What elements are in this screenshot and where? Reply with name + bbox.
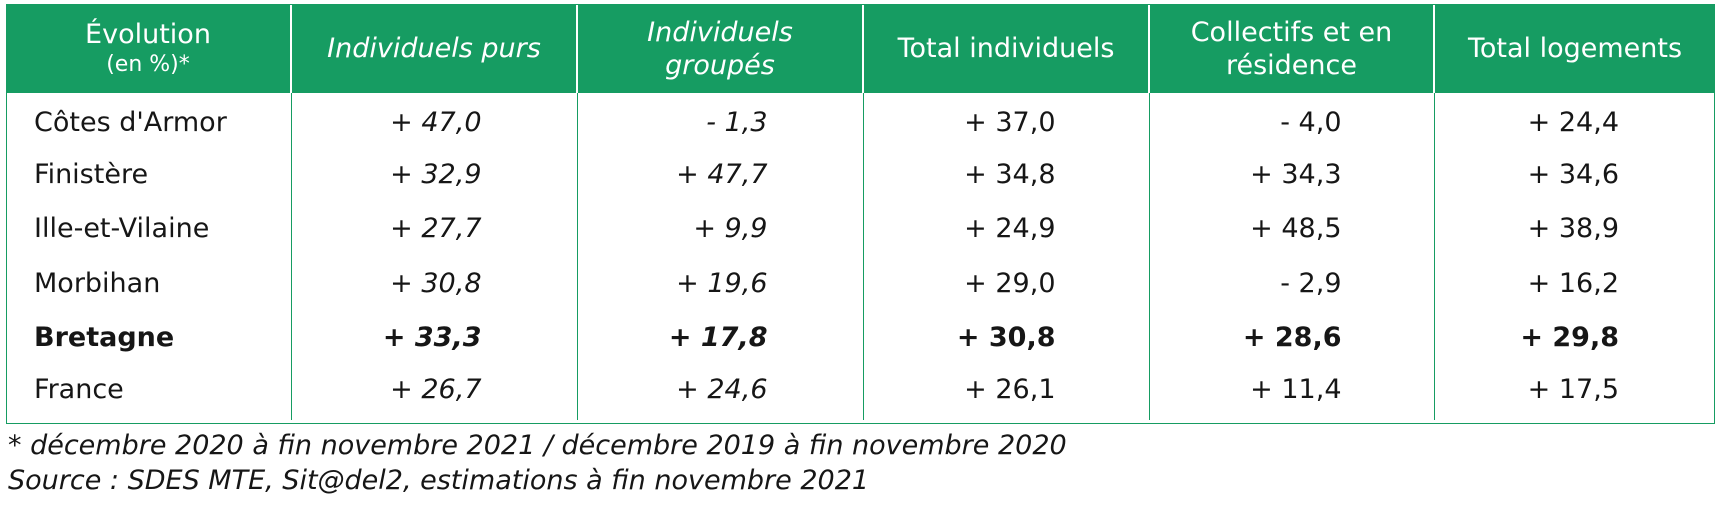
row-label: Ille-et-Vilaine (6, 202, 291, 257)
cell-total-logements: + 29,8 (1434, 311, 1715, 366)
row-label: Morbihan (6, 257, 291, 312)
header-evolution: Évolution (en %)* (6, 4, 291, 93)
cell-collectifs: + 48,5 (1149, 202, 1434, 257)
cell-individuels-groupes: + 9,9 (577, 202, 863, 257)
cell-total-individuels: + 26,1 (863, 366, 1149, 421)
row-label: France (6, 366, 291, 421)
source-note: Source : SDES MTE, Sit@del2, estimations… (8, 463, 1067, 498)
cell-individuels-groupes: + 24,6 (577, 366, 863, 421)
cell-individuels-groupes: + 19,6 (577, 257, 863, 312)
header-total-individuels-label: Total individuels (870, 32, 1142, 65)
table-row: Morbihan + 30,8 + 19,6 + 29,0 - 2,9 + 16… (6, 257, 1715, 312)
cell-collectifs: - 4,0 (1149, 93, 1434, 148)
header-row: Évolution (en %)* Individuels purs Indiv… (6, 4, 1715, 93)
footnote: * décembre 2020 à fin novembre 2021 / dé… (8, 428, 1067, 463)
header-evolution-line-1: Évolution (12, 18, 284, 51)
table-row: Ille-et-Vilaine + 27,7 + 9,9 + 24,9 + 48… (6, 202, 1715, 257)
cell-collectifs: + 28,6 (1149, 311, 1434, 366)
cell-individuels-purs: + 47,0 (291, 93, 577, 148)
header-individuels-purs-label: Individuels purs (298, 32, 570, 65)
table-body: Côtes d'Armor + 47,0 - 1,3 + 37,0 - 4,0 … (6, 93, 1715, 420)
header-individuels-groupes: Individuels groupés (577, 4, 863, 93)
cell-total-logements: + 17,5 (1434, 366, 1715, 421)
header-evolution-line-2: (en %)* (12, 51, 284, 79)
table-row-bretagne: Bretagne + 33,3 + 17,8 + 30,8 + 28,6 + 2… (6, 311, 1715, 366)
cell-total-logements: + 34,6 (1434, 148, 1715, 203)
header-individuels-groupes-line-1: Individuels (584, 16, 856, 49)
table-row: France + 26,7 + 24,6 + 26,1 + 11,4 + 17,… (6, 366, 1715, 421)
cell-total-individuels: + 24,9 (863, 202, 1149, 257)
cell-individuels-purs: + 26,7 (291, 366, 577, 421)
cell-collectifs: + 11,4 (1149, 366, 1434, 421)
row-label: Côtes d'Armor (6, 93, 291, 148)
cell-total-individuels: + 29,0 (863, 257, 1149, 312)
header-total-logements-label: Total logements (1441, 32, 1709, 65)
cell-individuels-groupes: + 17,8 (577, 311, 863, 366)
table-row: Côtes d'Armor + 47,0 - 1,3 + 37,0 - 4,0 … (6, 93, 1715, 148)
header-individuels-purs: Individuels purs (291, 4, 577, 93)
header-collectifs: Collectifs et en résidence (1149, 4, 1434, 93)
cell-individuels-purs: + 33,3 (291, 311, 577, 366)
cell-total-individuels: + 37,0 (863, 93, 1149, 148)
header-individuels-groupes-line-2: groupés (584, 49, 856, 82)
cell-total-logements: + 24,4 (1434, 93, 1715, 148)
cell-individuels-purs: + 27,7 (291, 202, 577, 257)
cell-total-logements: + 38,9 (1434, 202, 1715, 257)
header-total-logements: Total logements (1434, 4, 1715, 93)
table-row: Finistère + 32,9 + 47,7 + 34,8 + 34,3 + … (6, 148, 1715, 203)
header-total-individuels: Total individuels (863, 4, 1149, 93)
cell-individuels-purs: + 32,9 (291, 148, 577, 203)
table-header: Évolution (en %)* Individuels purs Indiv… (6, 4, 1715, 93)
header-collectifs-line-1: Collectifs et en (1156, 16, 1427, 49)
cell-collectifs: - 2,9 (1149, 257, 1434, 312)
row-label: Finistère (6, 148, 291, 203)
cell-individuels-purs: + 30,8 (291, 257, 577, 312)
cell-individuels-groupes: - 1,3 (577, 93, 863, 148)
header-collectifs-line-2: résidence (1156, 49, 1427, 82)
cell-individuels-groupes: + 47,7 (577, 148, 863, 203)
cell-total-logements: + 16,2 (1434, 257, 1715, 312)
cell-total-individuels: + 30,8 (863, 311, 1149, 366)
table-notes: * décembre 2020 à fin novembre 2021 / dé… (8, 428, 1067, 498)
cell-collectifs: + 34,3 (1149, 148, 1434, 203)
housing-evolution-table: Évolution (en %)* Individuels purs Indiv… (6, 4, 1715, 420)
row-label: Bretagne (6, 311, 291, 366)
cell-total-individuels: + 34,8 (863, 148, 1149, 203)
